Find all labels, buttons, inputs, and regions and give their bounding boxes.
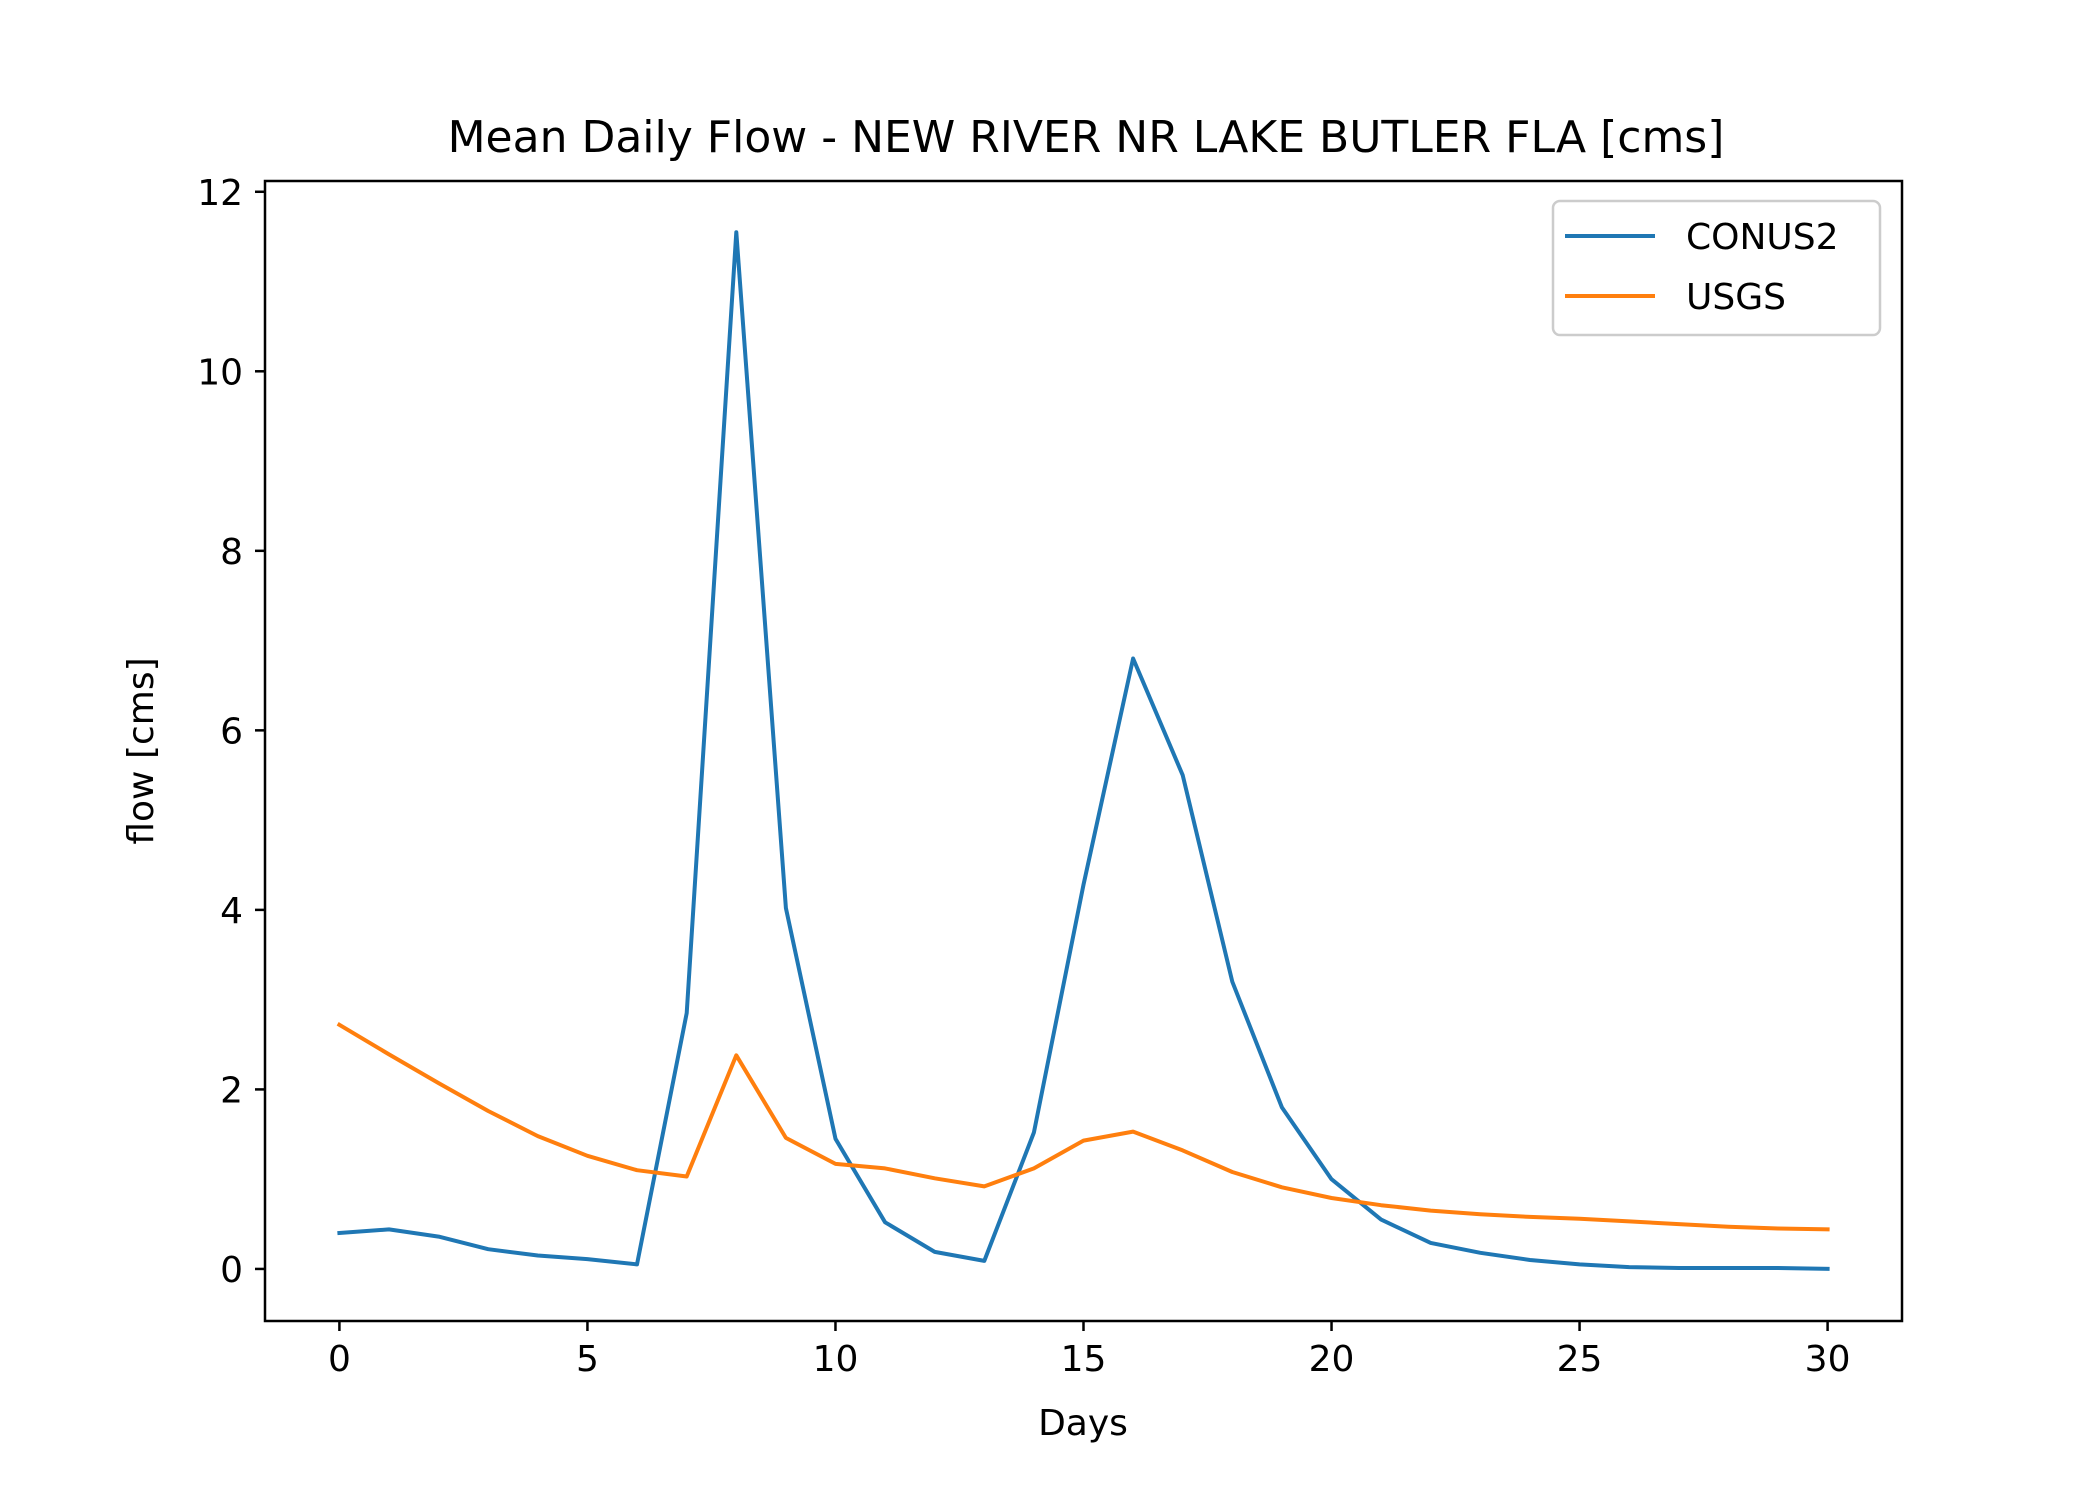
x-axis-label: Days [1038, 1403, 1128, 1444]
y-tick-label: 6 [220, 711, 243, 752]
series-line-conus2 [337, 230, 1830, 1271]
legend-label-conus2: CONUS2 [1686, 217, 1839, 258]
y-axis-label: flow [cms] [121, 657, 162, 844]
y-tick-label: 2 [220, 1070, 243, 1111]
y-tick-label: 0 [220, 1250, 243, 1291]
y-tick-label: 4 [220, 891, 243, 932]
y-axis-ticks: 0 2 4 6 8 10 12 [197, 173, 265, 1291]
y-tick-label: 8 [220, 532, 243, 573]
x-tick-label: 15 [1061, 1339, 1107, 1380]
legend: CONUS2 USGS [1551, 199, 1882, 337]
y-tick-label: 12 [197, 173, 243, 214]
x-tick-label: 25 [1557, 1339, 1603, 1380]
y-tick-label: 10 [197, 352, 243, 393]
x-tick-label: 20 [1309, 1339, 1355, 1380]
series-line-usgs [336, 1022, 1830, 1232]
x-tick-label: 30 [1805, 1339, 1851, 1380]
chart-title: Mean Daily Flow - NEW RIVER NR LAKE BUTL… [448, 112, 1725, 163]
legend-label-usgs: USGS [1686, 277, 1786, 318]
x-tick-label: 5 [576, 1339, 599, 1380]
x-tick-label: 10 [813, 1339, 859, 1380]
x-axis-ticks: 0 5 10 15 20 25 30 [328, 1321, 1851, 1380]
x-tick-label: 0 [328, 1339, 351, 1380]
series-layer [336, 230, 1830, 1271]
